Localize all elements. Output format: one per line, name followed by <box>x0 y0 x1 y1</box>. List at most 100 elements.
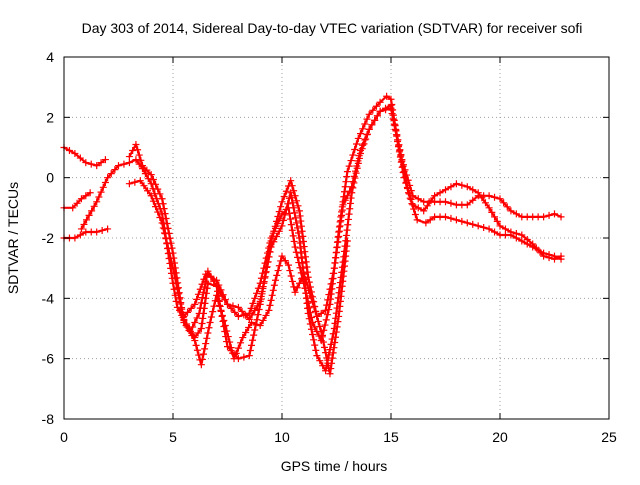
data-point-marker <box>313 352 321 360</box>
data-point-marker <box>335 232 343 240</box>
data-point-marker <box>88 207 96 215</box>
data-point-marker <box>396 146 404 154</box>
data-point-marker <box>480 223 488 231</box>
data-point-marker <box>326 285 334 293</box>
data-point-marker <box>176 306 184 314</box>
data-point-marker <box>69 204 77 212</box>
data-point-marker <box>77 195 85 203</box>
data-point-marker <box>309 331 317 339</box>
data-point-marker <box>254 311 262 319</box>
data-point-marker <box>154 185 162 193</box>
data-point-marker <box>290 204 298 212</box>
data-point-marker <box>274 213 282 221</box>
data-point-marker <box>333 243 341 251</box>
data-point-marker <box>293 284 301 292</box>
data-point-marker <box>447 214 455 222</box>
data-point-marker <box>300 243 308 251</box>
data-series <box>176 237 351 378</box>
data-point-marker <box>115 162 122 170</box>
data-point-marker <box>334 318 342 326</box>
data-point-marker <box>292 214 300 222</box>
data-point-marker <box>202 278 210 286</box>
data-point-marker <box>303 263 311 271</box>
data-point-marker <box>291 192 299 200</box>
data-point-marker <box>229 302 237 310</box>
data-point-marker <box>540 213 548 221</box>
x-tick-label: 25 <box>601 429 617 445</box>
data-point-marker <box>205 324 213 332</box>
data-point-marker <box>269 286 277 294</box>
data-point-marker <box>104 225 112 233</box>
data-point-marker <box>344 215 352 223</box>
data-point-marker <box>317 309 325 317</box>
data-point-marker <box>331 259 339 267</box>
data-point-marker <box>376 107 384 115</box>
data-point-marker <box>287 221 295 229</box>
data-point-marker <box>346 199 354 207</box>
data-point-marker <box>256 300 264 308</box>
data-point-marker <box>246 347 254 355</box>
data-point-marker <box>442 198 449 206</box>
data-point-marker <box>287 272 295 280</box>
data-point-marker <box>90 202 98 210</box>
data-point-marker <box>314 317 322 325</box>
data-point-marker <box>512 234 520 242</box>
data-point-marker <box>410 205 418 213</box>
data-point-marker <box>93 162 101 170</box>
data-point-marker <box>213 282 221 290</box>
data-point-marker <box>387 95 395 103</box>
data-point-marker <box>392 126 400 134</box>
data-point-marker <box>406 181 414 189</box>
data-point-marker <box>224 300 231 308</box>
data-point-marker <box>247 304 255 312</box>
series-layer <box>60 92 565 378</box>
data-point-marker <box>97 188 105 196</box>
data-point-marker <box>230 355 238 363</box>
data-point-marker <box>213 291 221 299</box>
data-point-marker <box>325 291 333 299</box>
data-point-marker <box>503 203 511 211</box>
data-point-marker <box>189 323 197 331</box>
data-point-marker <box>463 183 471 191</box>
data-point-marker <box>398 156 406 164</box>
data-point-marker <box>160 205 168 213</box>
data-point-marker <box>194 290 202 298</box>
data-point-marker <box>345 162 353 170</box>
data-point-marker <box>282 205 290 213</box>
data-point-marker <box>333 323 341 331</box>
data-point-marker <box>281 211 289 219</box>
data-point-marker <box>209 308 217 316</box>
data-point-marker <box>255 305 263 313</box>
data-point-marker <box>178 311 186 319</box>
data-point-marker <box>288 277 296 285</box>
data-point-marker <box>239 334 247 342</box>
data-point-marker <box>234 303 242 311</box>
data-point-marker <box>404 176 412 184</box>
x-tick-label: 10 <box>274 429 290 445</box>
data-series <box>60 144 109 170</box>
data-point-marker <box>295 207 303 215</box>
data-point-marker <box>368 121 376 129</box>
data-point-marker <box>469 220 477 228</box>
data-point-marker <box>191 318 199 326</box>
data-point-marker <box>202 340 210 348</box>
data-point-marker <box>287 177 295 185</box>
data-point-marker <box>452 180 460 188</box>
data-point-marker <box>277 203 285 211</box>
data-point-marker <box>299 232 307 240</box>
data-point-marker <box>143 166 151 174</box>
data-point-marker <box>270 281 278 289</box>
data-point-marker <box>159 200 167 208</box>
data-point-marker <box>326 370 334 378</box>
data-point-marker <box>163 219 171 227</box>
y-axis-label: SDTVAR / TECUs <box>5 182 21 294</box>
data-point-marker <box>307 325 315 333</box>
data-point-marker <box>77 225 85 233</box>
data-point-marker <box>403 171 411 179</box>
data-point-marker <box>198 294 206 302</box>
data-point-marker <box>382 104 390 112</box>
data-point-marker <box>165 229 173 237</box>
data-point-marker <box>257 295 265 303</box>
data-point-marker <box>359 141 367 149</box>
